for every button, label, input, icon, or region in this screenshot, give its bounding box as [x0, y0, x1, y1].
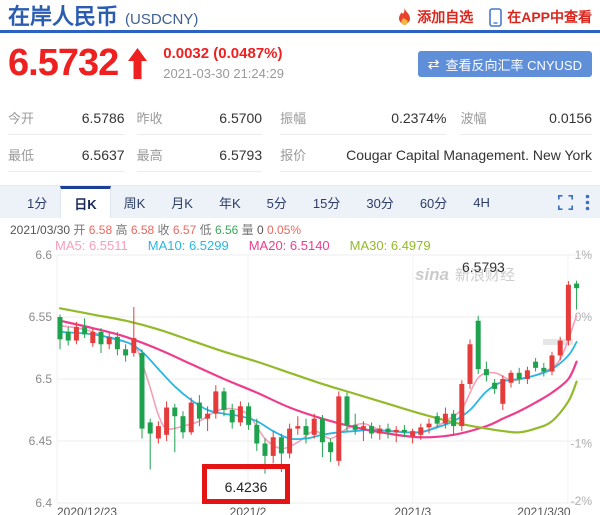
stat-波幅: 波幅 0.0156	[460, 105, 592, 135]
tab-日K[interactable]: 日K	[60, 186, 111, 218]
fullscreen-icon[interactable]	[558, 194, 573, 210]
chart-period-tabbar: 1分 日K 周K 月K 年K 5分 15分 30分 60分 4H	[0, 185, 600, 218]
ma-legend-MA30: MA30: 6.4979	[349, 238, 431, 253]
low-annotation-box: 6.4236	[202, 464, 290, 504]
svg-text:6.55: 6.55	[29, 310, 53, 324]
quote-stats-table: 今开 6.5786 昨收 6.5700 振幅 0.2374% 波幅 0.0156 最低 6.563…	[0, 95, 600, 172]
high-price-label: 6.5793	[462, 259, 505, 275]
add-watchlist-button[interactable]: 添加自选	[397, 7, 473, 27]
ma-line-MA20	[58, 319, 578, 439]
swap-icon: ⇄	[427, 55, 440, 72]
tab-5分[interactable]: 5分	[266, 195, 287, 211]
candlestick-chart-panel: 2021/03/30 开 6.58 高 6.58 收 6.57 低 6.56 量…	[0, 218, 600, 515]
svg-text:新浪财经: 新浪财经	[455, 267, 515, 284]
candlestick-chart: 6.6 6.55 6.5 6.45 6.4 1% 0% -1% -2% 2020/12/23 202…	[29, 248, 593, 515]
svg-text:6.5: 6.5	[35, 372, 52, 386]
ma-legend-MA5: MA5: 6.5511	[55, 238, 128, 253]
tab-1分[interactable]: 1分	[27, 195, 48, 211]
svg-text:-1%: -1%	[571, 436, 593, 450]
svg-text:6.4: 6.4	[35, 496, 52, 510]
tab-周K[interactable]: 周K	[123, 195, 146, 211]
tab-年K[interactable]: 年K	[218, 195, 241, 211]
stat-最低: 最低 6.5637	[8, 142, 125, 172]
svg-text:-2%: -2%	[571, 494, 593, 508]
more-options-icon[interactable]	[585, 194, 590, 211]
tab-30分[interactable]: 30分	[366, 195, 394, 211]
tab-60分[interactable]: 60分	[419, 195, 448, 211]
stat-今开: 今开 6.5786	[8, 105, 125, 135]
svg-text:0%: 0%	[575, 310, 593, 324]
header-divider	[0, 30, 600, 33]
quote-section: 6.5732 0.0032 (0.0487%) 2021-03-30 21:24…	[0, 33, 600, 95]
tab-bar-tabs: 1分 日K 周K 月K 年K 5分 15分 30分 60分 4H	[14, 186, 503, 218]
svg-text:2020/12/23: 2020/12/23	[57, 505, 117, 515]
low-annotation-value: 6.4236	[224, 479, 268, 495]
tab-15分[interactable]: 15分	[312, 195, 341, 211]
tab-月K[interactable]: 月K	[171, 195, 193, 211]
page-title: 在岸人民币	[8, 4, 119, 29]
svg-text:6.6: 6.6	[35, 248, 52, 262]
ma-line-MA5	[59, 314, 578, 450]
stat-最高: 最高 6.5793	[136, 142, 263, 172]
svg-text:2021/2: 2021/2	[230, 505, 267, 515]
last-price: 6.5732	[8, 42, 119, 84]
ma-line-MA30	[58, 307, 578, 434]
svg-text:2021/3: 2021/3	[394, 505, 431, 515]
ma-legend-MA20: MA20: 6.5140	[248, 238, 330, 253]
stat-昨收: 昨收 6.5700	[136, 105, 263, 135]
price-change: 0.0032 (0.0487%)	[163, 45, 283, 62]
header: 在岸人民币 (USDCNY) 添加自选 在APP中查看	[0, 0, 600, 30]
stat-振幅: 振幅 0.2374%	[280, 105, 447, 135]
ma-legend: MA5: 6.5511 MA10: 6.5299 MA20: 6.5140 MA30:…	[55, 238, 451, 253]
reverse-rate-button[interactable]: ⇄ 查看反向汇率 CNYUSD	[417, 51, 592, 77]
view-in-app-button[interactable]: 在APP中查看	[489, 7, 592, 27]
tab-4H[interactable]: 4H	[473, 194, 490, 210]
ma-line-MA10	[59, 330, 578, 441]
svg-text:1%: 1%	[575, 248, 593, 262]
ma-legend-MA10: MA10: 6.5299	[147, 238, 229, 253]
symbol-code: (USDCNY)	[125, 11, 199, 28]
phone-icon	[489, 7, 503, 27]
svg-text:2021/3/30: 2021/3/30	[517, 505, 571, 515]
candles	[57, 280, 580, 474]
svg-text:6.45: 6.45	[29, 434, 53, 448]
stat-报价: 报价 Cougar Capital Management. New York	[280, 142, 592, 172]
quote-timestamp: 2021-03-30 21:24:29	[163, 66, 284, 81]
up-arrow-icon	[128, 48, 148, 79]
flame-icon	[399, 8, 411, 25]
svg-text:sina: sina	[415, 265, 449, 284]
ohlc-readout: 2021/03/30 开 6.58 高 6.58 收 6.57 低 6.56 量…	[10, 223, 302, 237]
